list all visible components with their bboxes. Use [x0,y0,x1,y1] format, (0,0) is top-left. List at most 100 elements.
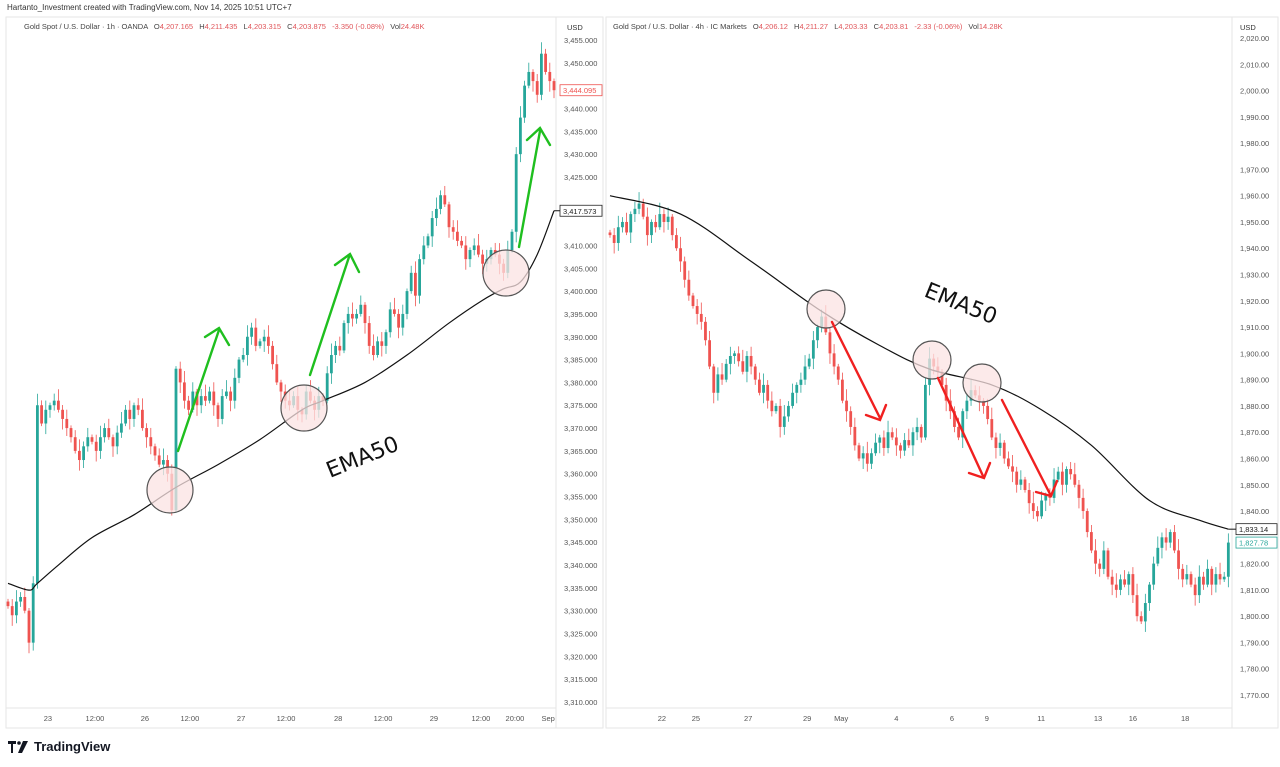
tradingview-logo-icon [8,740,28,753]
candle-body [994,437,998,448]
left-symbol-title[interactable]: Gold Spot / U.S. Dollar · 1h · OANDA [24,22,148,31]
candle-up [774,403,778,414]
candle-down [1177,539,1180,580]
candle-body [1023,479,1027,491]
candle-body [27,610,31,643]
candle-body [770,400,774,412]
right-chart[interactable]: 1,770.00 1,780.00 1,790.00 1,800.00 1,810.00… [608,34,1278,723]
candle-body [745,355,749,372]
price-tick-label: 1,950.00 [1240,218,1269,227]
candle-body [1131,574,1135,596]
down-arrow-icon [830,320,888,422]
candle-body [36,405,39,584]
right-high: 4,211.27 [799,22,829,31]
tradingview-logo[interactable]: TradingView [8,739,110,754]
candle-body [803,366,807,380]
candle-down [477,233,480,258]
candle-body [69,428,73,438]
candle-down [645,207,649,246]
candle-up [435,197,438,226]
price-tick-label: 3,345.000 [564,538,597,547]
candle-body [477,245,480,255]
candle-body [208,391,211,401]
candle-body [1019,479,1023,485]
candle-body [679,248,682,262]
candle-body [82,446,85,461]
candle-up [733,350,736,364]
time-tick-label: 28 [334,714,342,723]
left-chart[interactable]: 3,310.000 3,315.000 3,320.000 3,325.000 3,33… [6,36,603,723]
candle-up [241,347,245,363]
candle-down [691,292,695,309]
candle-up [220,389,224,425]
candle-down [73,430,77,454]
candle-body [982,400,985,406]
price-tick-label: 1,910.00 [1240,323,1269,332]
candle-up [334,341,337,363]
right-currency-label: USD [1240,23,1256,32]
candle-body [1085,511,1089,533]
candle-body [1060,471,1064,485]
candle-down [1139,611,1143,625]
right-low: 4,203.33 [838,22,868,31]
candle-down [704,317,707,346]
price-tick-label: 3,455.000 [564,36,597,45]
candle-up [886,420,890,454]
price-tick-label: 1,960.00 [1240,192,1269,201]
candle-body [998,442,1002,448]
candle-down [443,185,447,208]
time-tick-label: 12:00 [374,714,393,723]
candle-down [78,439,81,471]
candle-up [1127,571,1131,596]
candle-up [132,402,136,427]
candle-down [535,74,539,103]
candle-body [654,221,658,228]
candle-up [15,590,18,624]
candle-up [1119,574,1122,596]
candle-body [61,409,64,419]
candle-down [737,346,741,367]
candle-body [807,358,811,367]
candle-up [724,359,728,383]
candle-body [907,440,911,446]
candle-body [903,440,907,451]
candle-body [1135,595,1139,617]
candle-body [94,441,98,451]
time-tick-label: 23 [44,714,52,723]
candle-up [418,254,421,304]
candle-body [430,218,434,237]
left-high: 4,211.435 [204,22,238,31]
candle-body [1168,532,1172,543]
candle-down [1081,488,1085,519]
candle-down [229,386,232,412]
candle-body [338,345,342,351]
candle-body [1123,579,1126,585]
candle-up [1185,564,1189,585]
candle-up [1222,571,1226,582]
right-symbol-title[interactable]: Gold Spot / U.S. Dollar · 4h · IC Market… [613,22,747,31]
candle-body [44,409,48,424]
candle-up [791,383,794,409]
candle-body [136,405,140,410]
candle-up [1102,541,1106,575]
ema-price-tag-box [559,204,603,217]
candle-body [191,391,195,410]
time-tick-label: 26 [141,714,149,723]
candle-up [82,441,85,468]
candle-body [633,208,637,215]
price-tick-label: 1,780.00 [1240,665,1269,674]
time-tick-label: 18 [1181,714,1189,723]
candle-up [430,210,434,247]
price-tick-label: 1,930.00 [1240,271,1269,280]
time-tick-label: 12:00 [277,714,296,723]
candle-body [233,377,237,401]
time-tick-label: 9 [985,714,989,723]
candle-down [1077,479,1081,509]
candle-up [878,434,882,454]
candle-body [464,245,468,260]
candle-body [107,428,111,438]
candle-body [1164,537,1168,543]
right-panel-frame [605,16,1279,729]
candle-down [720,362,724,385]
